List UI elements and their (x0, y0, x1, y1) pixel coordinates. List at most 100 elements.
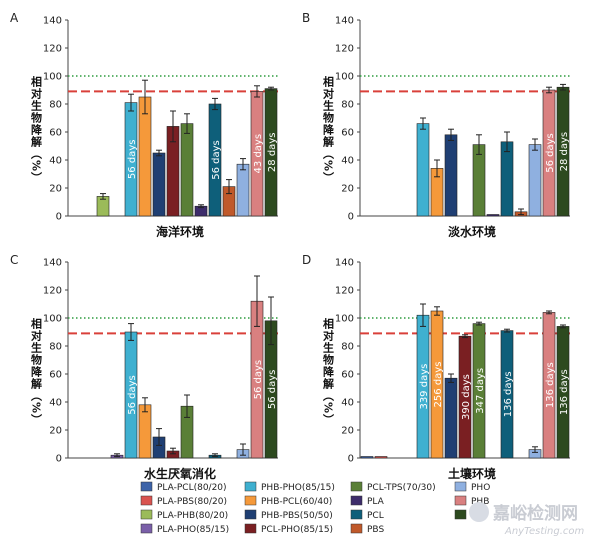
bar-pcl-tps-70-30 (180, 123, 194, 217)
panel-label: B (302, 11, 310, 25)
y-tick-label: 80 (49, 100, 62, 111)
y-tick-label: 0 (348, 454, 354, 465)
legend-label: PCL-PHO(85/15) (261, 525, 333, 535)
y-tick-label: 60 (341, 128, 354, 139)
y-tick-label: 60 (341, 370, 354, 381)
legend-swatch (140, 509, 153, 520)
legend-label: PBS (367, 525, 384, 535)
y-tick-label: 80 (341, 342, 354, 353)
y-tick-label: 120 (43, 286, 62, 297)
y-tick-label: 120 (43, 44, 62, 55)
y-tick-label: 120 (335, 44, 354, 55)
y-axis-label: 相对生物降解（%） (322, 75, 336, 184)
data-label: 56 days (127, 375, 138, 415)
bar-phb-pbs-50-50 (444, 377, 458, 459)
legend-label: PLA-PCL(80/20) (157, 483, 227, 493)
legend-label: PHB-PCL(60/40) (261, 497, 332, 507)
legend-swatch (350, 523, 363, 534)
y-tick-label: 20 (49, 426, 62, 437)
legend-label: PHB (471, 497, 489, 507)
bar-phb-pbs-50-50 (152, 152, 166, 217)
x-axis-label: 土壤环境 (448, 466, 496, 481)
y-tick-label: 100 (43, 314, 62, 325)
legend-label: PLA (367, 497, 385, 507)
y-tick-label: 120 (335, 286, 354, 297)
legend: PLA-PCL(80/20) PLA-PBS(80/20) PLA-PHB(80/2… (140, 481, 490, 535)
bar-phb-pbs-50-50 (444, 134, 458, 217)
bar-pla (486, 214, 500, 217)
data-label: 56 days (267, 370, 278, 410)
legend-swatch (244, 495, 257, 506)
y-tick-label: 0 (348, 212, 354, 223)
legend-label: PLA-PHO(85/15) (157, 525, 229, 535)
y-tick-label: 100 (43, 72, 62, 83)
legend-swatch (140, 523, 153, 534)
y-axis-label: 相对生物降解（%） (322, 317, 336, 426)
bar-pho (528, 144, 542, 217)
legend-swatch (244, 481, 257, 492)
panel-c: C 0 20 40 60 80 100 120 140 相对生物降解（%） 水生厌氧消化 56 day… (10, 253, 278, 481)
legend-label: PHO (471, 483, 490, 493)
legend-swatch (350, 509, 363, 520)
y-tick-label: 140 (335, 16, 354, 27)
bar-pla-pbs-80-20 (374, 456, 388, 459)
data-label: 136 days (545, 362, 556, 408)
panel-label: D (302, 253, 311, 267)
y-axis-label: 相对生物降解（%） (30, 317, 44, 426)
data-label: 56 days (545, 133, 556, 173)
legend-swatch (244, 509, 257, 520)
data-label: 347 days (475, 368, 486, 414)
y-tick-label: 60 (49, 128, 62, 139)
data-label: 56 days (127, 140, 138, 180)
data-label: 28 days (559, 132, 570, 172)
legend-label: PLA-PHB(80/20) (157, 511, 228, 521)
watermark-main: 嘉峪检测网 (492, 503, 578, 524)
y-tick-label: 100 (335, 314, 354, 325)
legend-label: PHB-PBS(50/50) (261, 511, 333, 521)
panel-a: A 0 20 40 60 80 100 120 140 相对生物降解（%） 海洋环境 56 days 5… (10, 11, 278, 239)
x-axis-label: 海洋环境 (156, 224, 204, 239)
y-tick-label: 20 (341, 426, 354, 437)
legend-label: PLA-PBS(80/20) (157, 497, 227, 507)
data-label: 28 days (267, 133, 278, 173)
y-tick-label: 80 (341, 100, 354, 111)
y-tick-label: 100 (335, 72, 354, 83)
data-label: 56 days (253, 360, 264, 400)
watermark: 嘉峪检测网 AnyTesting.com (465, 500, 595, 538)
x-axis-label: 淡水环境 (448, 224, 496, 239)
y-tick-label: 0 (56, 212, 62, 223)
watermark-logo-icon (469, 502, 489, 522)
legend-swatch (140, 495, 153, 506)
data-label: 56 days (211, 140, 222, 180)
y-tick-label: 20 (341, 184, 354, 195)
y-tick-label: 40 (49, 398, 62, 409)
y-tick-label: 60 (49, 370, 62, 381)
legend-swatch (454, 509, 467, 520)
y-tick-label: 40 (49, 156, 62, 167)
bar-pcl-tps-70-30 (472, 144, 486, 217)
y-tick-label: 20 (49, 184, 62, 195)
y-tick-label: 140 (43, 16, 62, 27)
data-label: 136 days (503, 371, 514, 417)
y-tick-label: 40 (341, 398, 354, 409)
watermark-logo: 嘉峪检测网 AnyTesting.com (469, 502, 585, 537)
bar-pcl (500, 141, 514, 217)
panel-b: B 0 20 40 60 80 100 120 140 相对生物降解（%） 淡水环境 56 days 2… (302, 11, 570, 239)
y-tick-label: 140 (335, 258, 354, 269)
legend-swatch (454, 481, 467, 492)
y-tick-label: 40 (341, 156, 354, 167)
data-label: 339 days (419, 364, 430, 410)
data-label: 390 days (461, 374, 472, 420)
legend-label: PCL (367, 511, 384, 521)
legend-swatch (244, 523, 257, 534)
bar-phb-pho-85-15 (416, 123, 430, 217)
y-tick-label: 140 (43, 258, 62, 269)
legend-swatch (454, 495, 467, 506)
panel-label: C (10, 253, 18, 267)
bar-phb-pcl-60-40 (138, 96, 152, 217)
y-tick-label: 80 (49, 342, 62, 353)
data-label: 43 days (253, 134, 264, 174)
legend-swatch (350, 481, 363, 492)
legend-label: PHB-PHO(85/15) (261, 483, 335, 493)
